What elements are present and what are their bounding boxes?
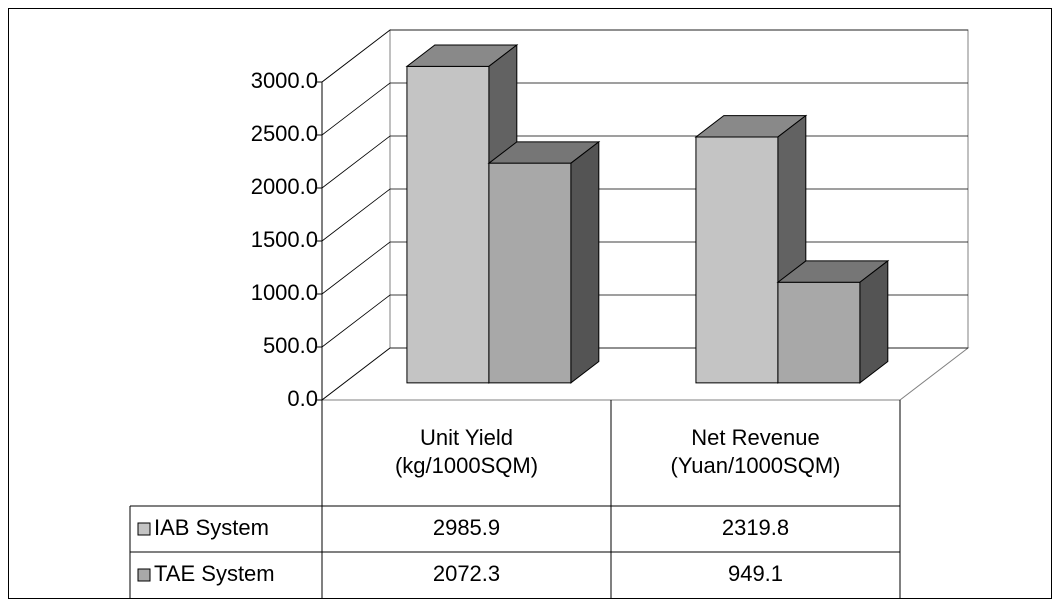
legend-key xyxy=(137,522,151,536)
category-label: Net Revenue (Yuan/1000SQM) xyxy=(671,425,841,478)
y-tick-label: 2500.0 xyxy=(251,121,318,146)
legend-key xyxy=(137,568,151,582)
grid-line xyxy=(321,29,968,83)
table-value: 2072.3 xyxy=(433,561,500,586)
table-value: 2319.8 xyxy=(722,515,789,540)
grid-line xyxy=(321,82,968,136)
bar-front xyxy=(406,65,490,384)
bar-front xyxy=(695,136,779,384)
bar-side xyxy=(570,140,600,384)
bar-front xyxy=(777,281,861,384)
y-tick-label: 2000.0 xyxy=(251,174,318,199)
table-value: 2985.9 xyxy=(433,515,500,540)
legend-label: IAB System xyxy=(154,515,269,540)
y-tick-label: 3000.0 xyxy=(251,68,318,93)
category-label: Unit Yield (kg/1000SQM) xyxy=(395,425,538,478)
bar-front xyxy=(488,162,572,384)
y-tick-label: 1000.0 xyxy=(251,280,318,305)
table-value: 949.1 xyxy=(728,561,783,586)
y-tick-label: 0.0 xyxy=(287,386,318,411)
legend-label: TAE System xyxy=(154,561,275,586)
y-tick-label: 500.0 xyxy=(263,333,318,358)
bar-side xyxy=(859,259,889,384)
y-tick-label: 1500.0 xyxy=(251,227,318,252)
